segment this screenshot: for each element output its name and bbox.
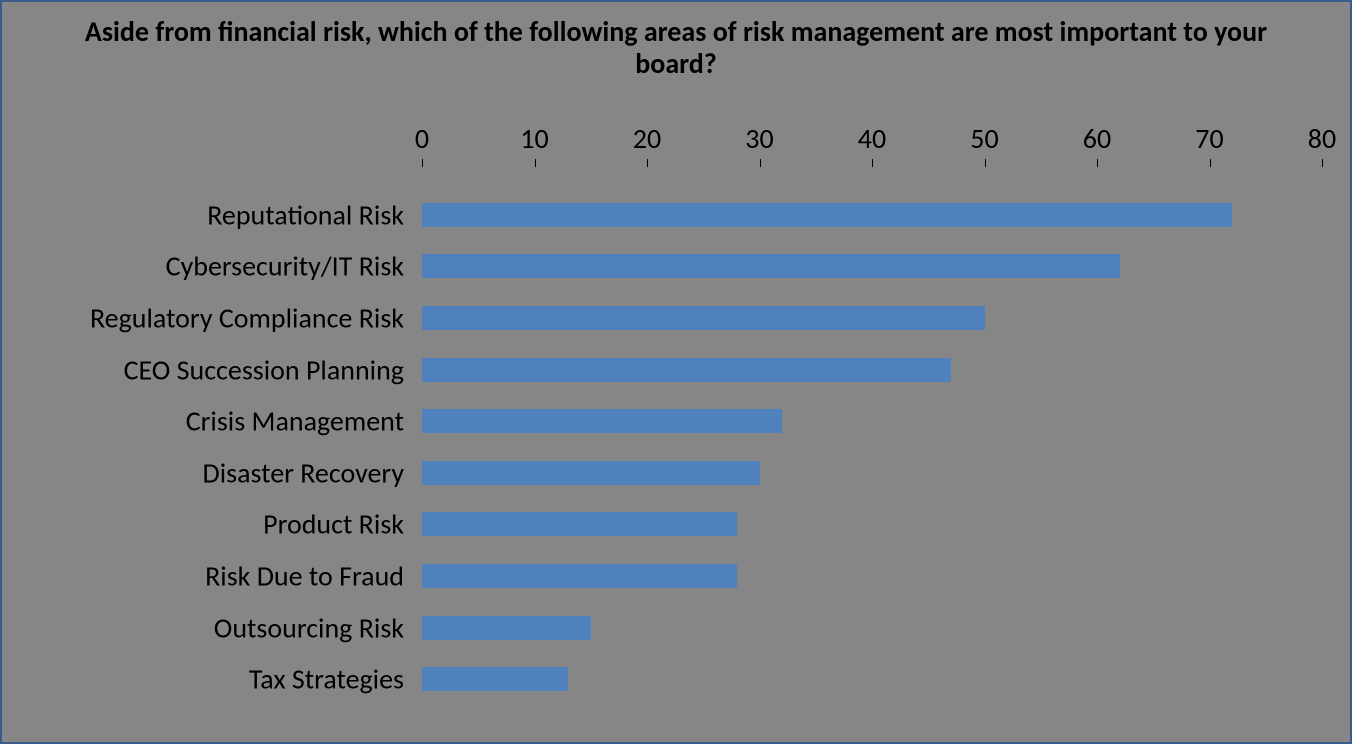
category-label: Outsourcing Risk (214, 610, 404, 645)
category-label: Product Risk (263, 507, 404, 542)
x-tick-label: 20 (633, 121, 661, 156)
chart-title: Aside from financial risk, which of the … (2, 2, 1350, 86)
bar (422, 358, 951, 382)
category-label: CEO Succession Planning (124, 352, 404, 387)
category-label: Disaster Recovery (202, 455, 404, 490)
category-label: Cybersecurity/IT Risk (166, 249, 404, 284)
x-tick-mark (647, 159, 648, 167)
category-label: Reputational Risk (207, 197, 404, 232)
x-tick-mark (872, 159, 873, 167)
bar (422, 512, 737, 536)
x-tick-label: 50 (970, 121, 998, 156)
plot-area: 01020304050607080Reputational RiskCybers… (422, 167, 1322, 727)
bar (422, 409, 782, 433)
chart-container: Aside from financial risk, which of the … (0, 0, 1352, 744)
x-tick-label: 10 (520, 121, 548, 156)
x-tick-label: 60 (1083, 121, 1111, 156)
category-label: Tax Strategies (249, 662, 404, 697)
x-tick-mark (535, 159, 536, 167)
x-tick-mark (1210, 159, 1211, 167)
x-tick-label: 80 (1308, 121, 1336, 156)
bar (422, 254, 1120, 278)
category-label: Crisis Management (186, 404, 404, 439)
x-tick-mark (1097, 159, 1098, 167)
category-label: Risk Due to Fraud (205, 559, 404, 594)
x-tick-label: 0 (415, 121, 429, 156)
x-tick-mark (1322, 159, 1323, 167)
x-tick-mark (985, 159, 986, 167)
bar (422, 667, 568, 691)
x-tick-label: 40 (858, 121, 886, 156)
category-label: Regulatory Compliance Risk (90, 301, 404, 336)
bar (422, 616, 591, 640)
bar (422, 564, 737, 588)
x-tick-label: 70 (1195, 121, 1223, 156)
bar (422, 306, 985, 330)
x-tick-mark (422, 159, 423, 167)
bar (422, 203, 1232, 227)
x-tick-label: 30 (745, 121, 773, 156)
x-tick-mark (760, 159, 761, 167)
bar (422, 461, 760, 485)
